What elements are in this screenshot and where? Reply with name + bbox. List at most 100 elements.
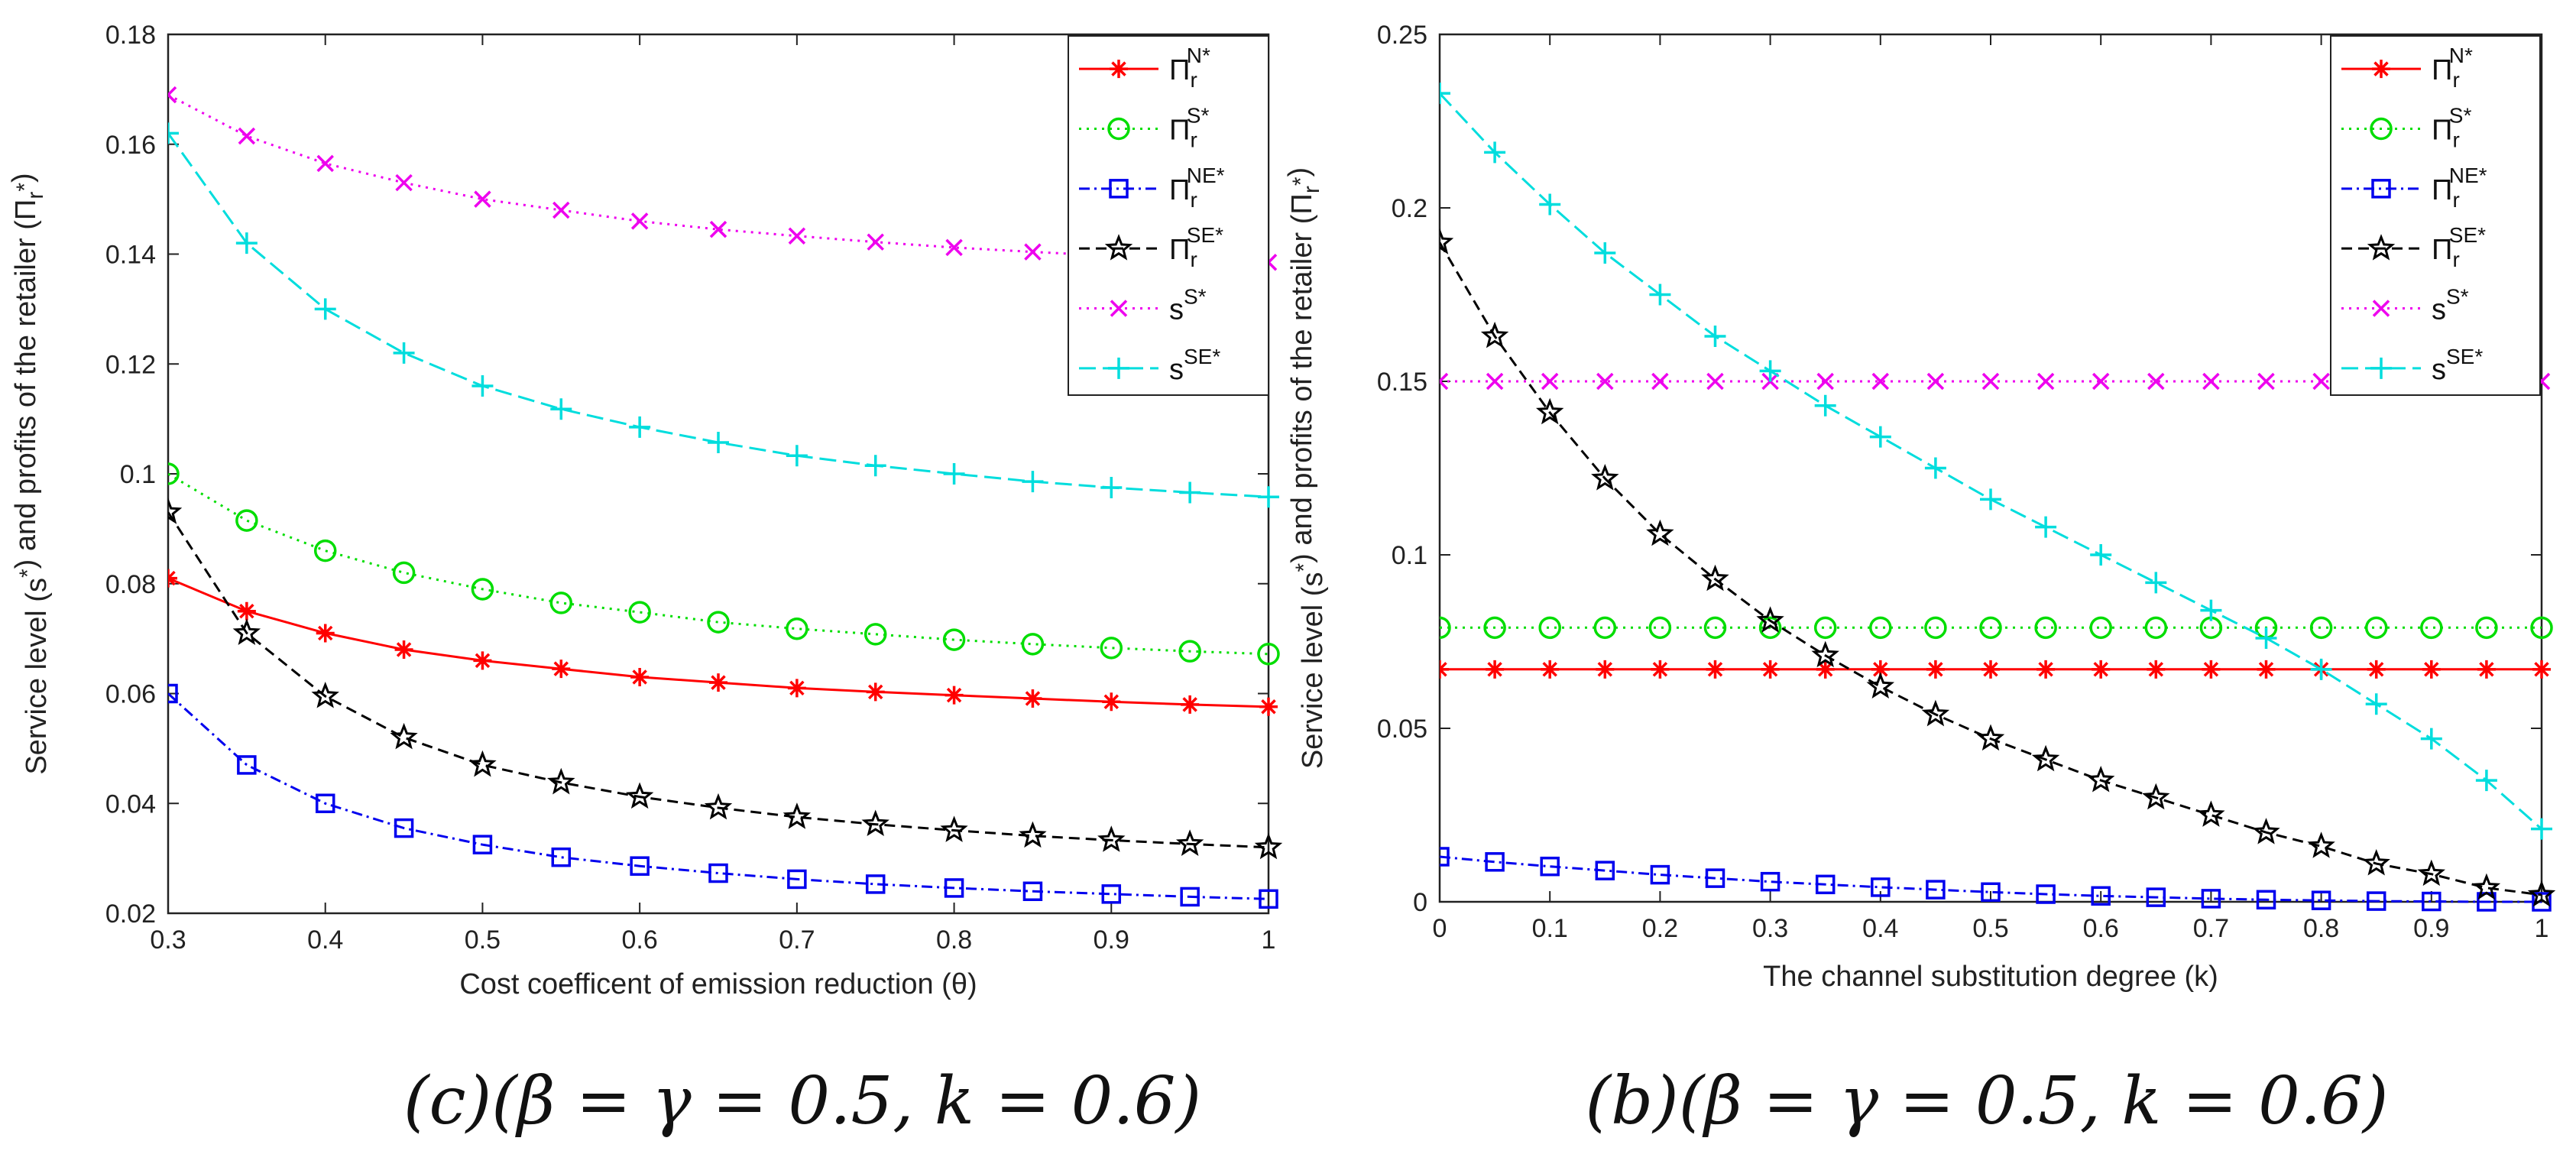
data-point: [168, 86, 177, 104]
data-point: [1101, 884, 1122, 904]
data-point: [2202, 660, 2221, 679]
data-point: [2417, 859, 2446, 887]
data-point: [1704, 325, 1726, 347]
data-point: [630, 212, 649, 230]
legend-label: ΠrNE*: [1169, 164, 1225, 212]
data-point: [1646, 519, 1674, 546]
data-point: [1651, 660, 1670, 679]
data-point: [2257, 372, 2275, 391]
chart-caption: (b)(β = γ = 0.5, k = 0.6): [1586, 1063, 2389, 1139]
data-point: [2309, 616, 2333, 640]
data-point: [2532, 892, 2552, 912]
x-tick-label: 1: [1262, 925, 1276, 955]
data-point: [2311, 890, 2331, 910]
series-line: [168, 511, 1269, 849]
data-point: [1926, 660, 1945, 679]
y-axis-label: Service level (s*) and profits of the re…: [7, 173, 53, 774]
y-tick-label: 0.2: [1392, 194, 1427, 223]
data-point: [1981, 660, 2000, 679]
y-tick-label: 0.25: [1377, 21, 1427, 50]
data-point: [2252, 818, 2280, 844]
data-point: [232, 618, 261, 645]
data-point: [1440, 616, 1451, 640]
series-2: [1440, 847, 2552, 912]
data-point: [1257, 643, 1280, 666]
x-tick-label: 0.8: [936, 925, 972, 955]
series-1: [168, 462, 1280, 666]
data-point: [788, 227, 806, 245]
data-point: [1021, 633, 1045, 656]
data-point: [1926, 372, 1945, 391]
data-point: [1648, 616, 1672, 640]
data-point: [2422, 660, 2441, 679]
data-point: [315, 793, 335, 813]
data-point: [708, 863, 728, 883]
data-point: [2420, 728, 2442, 750]
data-point: [392, 561, 416, 585]
data-point: [865, 874, 886, 894]
data-point: [945, 686, 964, 705]
data-point: [708, 432, 729, 454]
data-point: [1097, 825, 1126, 852]
y-tick-label: 0: [1413, 888, 1427, 917]
data-point: [1540, 856, 1560, 877]
data-point: [1541, 660, 1560, 679]
data-point: [547, 767, 575, 795]
data-point: [1976, 724, 2005, 751]
data-point: [709, 220, 727, 238]
data-point: [861, 809, 889, 837]
data-point: [2147, 372, 2165, 391]
data-point: [1022, 471, 1044, 493]
data-point: [238, 127, 256, 145]
data-point: [2362, 848, 2390, 876]
data-point: [2477, 660, 2496, 679]
data-point: [473, 651, 492, 670]
data-point: [1486, 372, 1504, 391]
legend-label: sSE*: [1169, 345, 1220, 386]
x-tick-label: 0.4: [307, 925, 343, 955]
x-tick-label: 0.6: [622, 925, 658, 955]
y-tick-label: 0.15: [1377, 368, 1427, 397]
x-tick-label: 0.7: [779, 925, 815, 955]
data-point: [864, 455, 886, 477]
data-point: [237, 755, 257, 775]
data-point: [468, 750, 497, 777]
data-point: [1019, 821, 1047, 848]
legend-marker: [2367, 234, 2396, 261]
data-point: [2365, 693, 2387, 715]
x-tick-label: 0.3: [150, 925, 186, 955]
data-point: [2200, 599, 2222, 621]
y-tick-label: 0.1: [120, 460, 156, 489]
data-point: [629, 416, 651, 438]
data-point: [2197, 800, 2225, 827]
data-point: [1486, 660, 1505, 679]
data-point: [2256, 890, 2276, 910]
y-tick-label: 0.12: [105, 350, 156, 379]
data-point: [1871, 877, 1891, 897]
data-point: [1541, 372, 1559, 391]
data-point: [1593, 616, 1617, 640]
data-point: [1926, 880, 1946, 900]
data-point: [311, 681, 339, 708]
series-0: [168, 569, 1278, 716]
y-tick-label: 0.1: [1392, 541, 1427, 570]
legend-label: ΠrSE*: [2432, 223, 2486, 271]
data-point: [1102, 692, 1121, 712]
data-point: [1023, 689, 1042, 708]
x-tick-label: 0.3: [1752, 914, 1788, 943]
data-point: [1258, 486, 1279, 508]
data-point: [168, 683, 178, 704]
data-point: [2091, 886, 2111, 906]
y-tick-label: 0.02: [105, 900, 156, 929]
legend-marker: [2372, 60, 2390, 79]
data-point: [1484, 141, 1506, 164]
x-tick-label: 0.6: [2083, 914, 2119, 943]
data-point: [2527, 880, 2556, 907]
data-point: [1756, 606, 1784, 633]
data-point: [2036, 660, 2056, 679]
x-tick-label: 0.9: [1094, 925, 1129, 955]
data-point: [552, 201, 570, 219]
data-point: [549, 592, 573, 614]
data-point: [471, 578, 494, 601]
data-point: [1024, 243, 1042, 261]
